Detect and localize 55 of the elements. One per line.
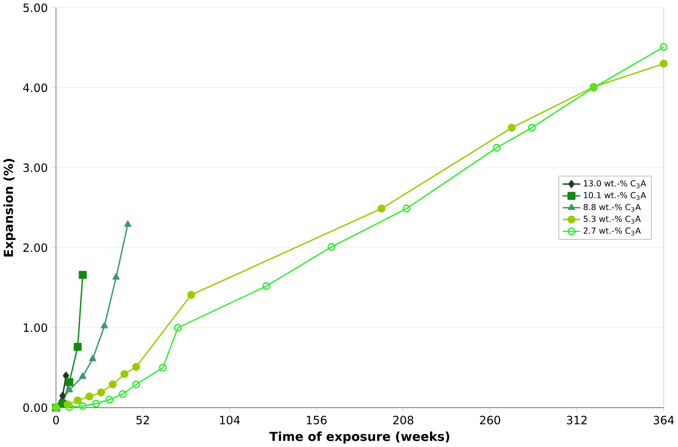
point (508, 124, 516, 132)
point (92, 400, 100, 408)
x-tick-label: 156 (306, 416, 327, 424)
y-tick-label: 1.00 (24, 323, 48, 332)
y-tick-label: 3.00 (23, 163, 48, 172)
point (660, 60, 668, 68)
point (112, 273, 120, 280)
x-tick-label: 104 (220, 416, 240, 424)
point (118, 390, 127, 398)
point (402, 204, 411, 213)
x-tick-label: 260 (480, 416, 500, 424)
x-axis-title: Time of exposure (weeks) (269, 432, 450, 444)
y-tick-label: 4.00 (23, 83, 48, 92)
point (100, 322, 108, 328)
point (78, 270, 87, 279)
legend-label: 8.8 wt.-% C$_{3}$A (584, 204, 641, 212)
point (65, 378, 74, 386)
point (105, 396, 114, 404)
point (158, 364, 167, 372)
point (89, 354, 96, 362)
x-tick-label: 364 (654, 416, 674, 424)
y-tick-label: 5.00 (23, 3, 48, 12)
y-tick-label: 0.00 (23, 403, 48, 412)
point (132, 362, 140, 371)
point (62, 372, 70, 380)
x-tick-label: 0 (53, 416, 59, 424)
point (60, 392, 66, 400)
point (78, 402, 87, 410)
legend-label: 13.0 wt.-% C$_{3}$A (584, 180, 646, 188)
point (378, 204, 386, 213)
point (262, 282, 270, 290)
legend-label: 2.7 wt.-% C$_{3}$A (584, 228, 641, 236)
x-tick-label: 208 (393, 416, 414, 424)
legend-label: 5.3 wt.-% C$_{3}$A (584, 216, 641, 224)
point (120, 370, 128, 378)
y-tick-label: 2.00 (23, 243, 48, 252)
point (79, 372, 86, 379)
point (74, 342, 82, 351)
point (187, 290, 196, 299)
point (174, 324, 182, 332)
x-tick-label: 52 (136, 416, 149, 424)
x-tick-label: 312 (566, 416, 587, 424)
point (85, 392, 94, 400)
point (528, 124, 536, 132)
point (74, 396, 82, 404)
point (132, 380, 140, 388)
legend-label: 10.1 wt.-% C$_{3}$A (584, 192, 646, 200)
point (66, 386, 73, 392)
y-axis-title: Expansion (%) (3, 158, 16, 256)
point (492, 144, 501, 152)
point (124, 220, 132, 227)
point (97, 388, 106, 396)
point (65, 402, 74, 411)
point (327, 242, 336, 251)
point (108, 380, 117, 388)
